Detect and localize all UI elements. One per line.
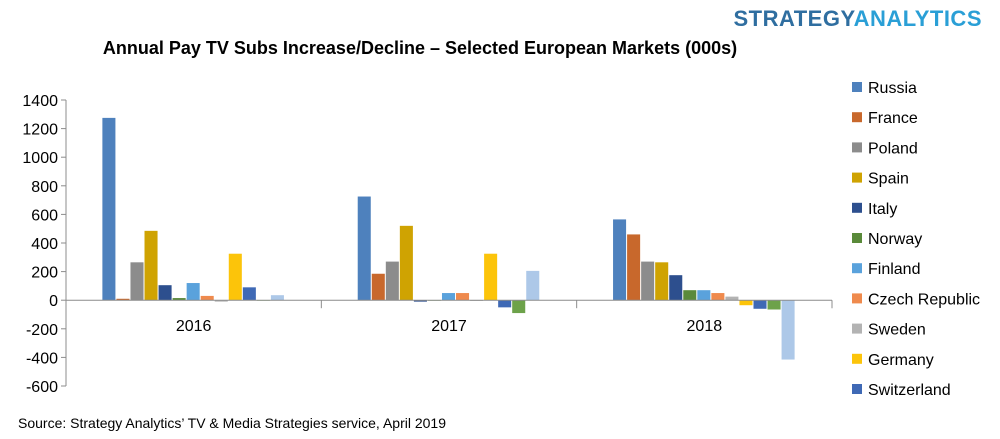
bar-poland-2018 [641,261,655,301]
legend-swatch-czech-republic [852,293,862,304]
bar-italy-2016 [158,285,172,301]
y-tick-label: 200 [31,265,58,282]
bar-spain-2018 [655,262,669,301]
bar-czech-republic-2016 [200,295,214,301]
bars-layer [102,117,795,360]
bar-germany-2017 [484,253,498,301]
bar-sweden-2016 [214,300,228,302]
brand-logo-part2: ANALYTICS [853,6,982,31]
bar-switzerland-2016 [242,287,256,301]
bar-norway-2018 [683,290,697,301]
bar-spain-2017 [399,225,413,301]
bar-germany-2016 [228,253,242,301]
legend-swatch-italy [852,202,862,213]
y-tick-label: -200 [26,322,58,339]
bar-russia-2017 [357,196,371,301]
y-tick-label: 0 [49,293,58,310]
x-tick-label-2016: 2016 [176,318,212,335]
y-tick-label: 600 [31,207,58,224]
legend-label-russia: Russia [868,80,917,97]
axes-layer: -600 -400 -200 0 200 400 600 800 1000 1200 1400 201… [22,93,833,396]
y-tick-label: 1400 [22,93,58,110]
brand-logo-part1: STRATEGY [733,6,854,31]
legend-swatch-switzerland [852,384,862,394]
bar-finland-2016 [186,283,200,301]
bar-italy-2018 [669,275,683,301]
legend-label-finland: Finland [868,261,920,278]
bar-norway-2016 [172,298,186,301]
legend-label-czech-republic: Czech Republic [868,291,980,308]
bar-poland-2016 [130,262,144,301]
legend-label-poland: Poland [868,140,918,157]
bar-spain-2016 [144,230,158,301]
legend: Russia France Poland Spain Italy Norway Finlan… [852,80,980,399]
x-tick-label-2018: 2018 [687,318,723,335]
x-tick-label-2017: 2017 [431,318,467,335]
legend-label-spain: Spain [868,171,909,188]
bar-series-11-2018 [767,300,781,310]
bar-switzerland-2018 [753,300,767,309]
y-tick-label: -600 [26,379,58,396]
bar-france-2018 [627,234,641,301]
legend-label-switzerland: Switzerland [868,382,951,399]
bar-finland-2018 [697,290,711,301]
legend-label-germany: Germany [868,352,934,369]
legend-swatch-spain [852,172,862,183]
y-tick-label: -400 [26,350,58,367]
legend-swatch-poland [852,142,862,153]
y-tick-label: 1200 [22,122,58,139]
bar-series-12-2018 [781,300,795,360]
chart-title: Annual Pay TV Subs Increase/Decline – Se… [102,38,738,58]
legend-label-sweden: Sweden [868,322,926,339]
bar-russia-2018 [613,219,627,301]
source-note: Source: Strategy Analytics’ TV & Media S… [18,415,446,431]
bar-finland-2017 [441,293,456,301]
bar-sweden-2018 [725,296,739,301]
brand-logo: STRATEGYANALYTICS [733,6,982,32]
y-tick-label: 400 [31,236,58,253]
legend-label-france: France [868,110,918,127]
legend-label-norway: Norway [868,231,922,248]
legend-swatch-russia [852,82,862,92]
bar-series-11-2017 [512,300,526,314]
bar-italy-2017 [413,300,427,302]
bar-czech-republic-2017 [456,293,470,301]
bar-germany-2018 [739,300,753,306]
legend-label-italy: Italy [868,201,897,218]
y-tick-label: 1000 [22,150,58,167]
bar-czech-republic-2018 [711,293,725,301]
y-tick-label: 800 [31,179,58,196]
legend-swatch-sweden [852,323,862,334]
bar-russia-2016 [102,117,116,301]
bar-france-2016 [116,298,130,301]
bar-series-12-2017 [526,270,540,301]
legend-swatch-finland [852,263,862,274]
legend-swatch-france [852,112,862,123]
bar-switzerland-2017 [498,300,512,308]
legend-swatch-germany [852,353,862,364]
legend-swatch-norway [852,233,862,243]
bar-series-12-2016 [270,295,284,301]
bar-poland-2017 [385,261,399,301]
bar-france-2017 [371,273,385,301]
